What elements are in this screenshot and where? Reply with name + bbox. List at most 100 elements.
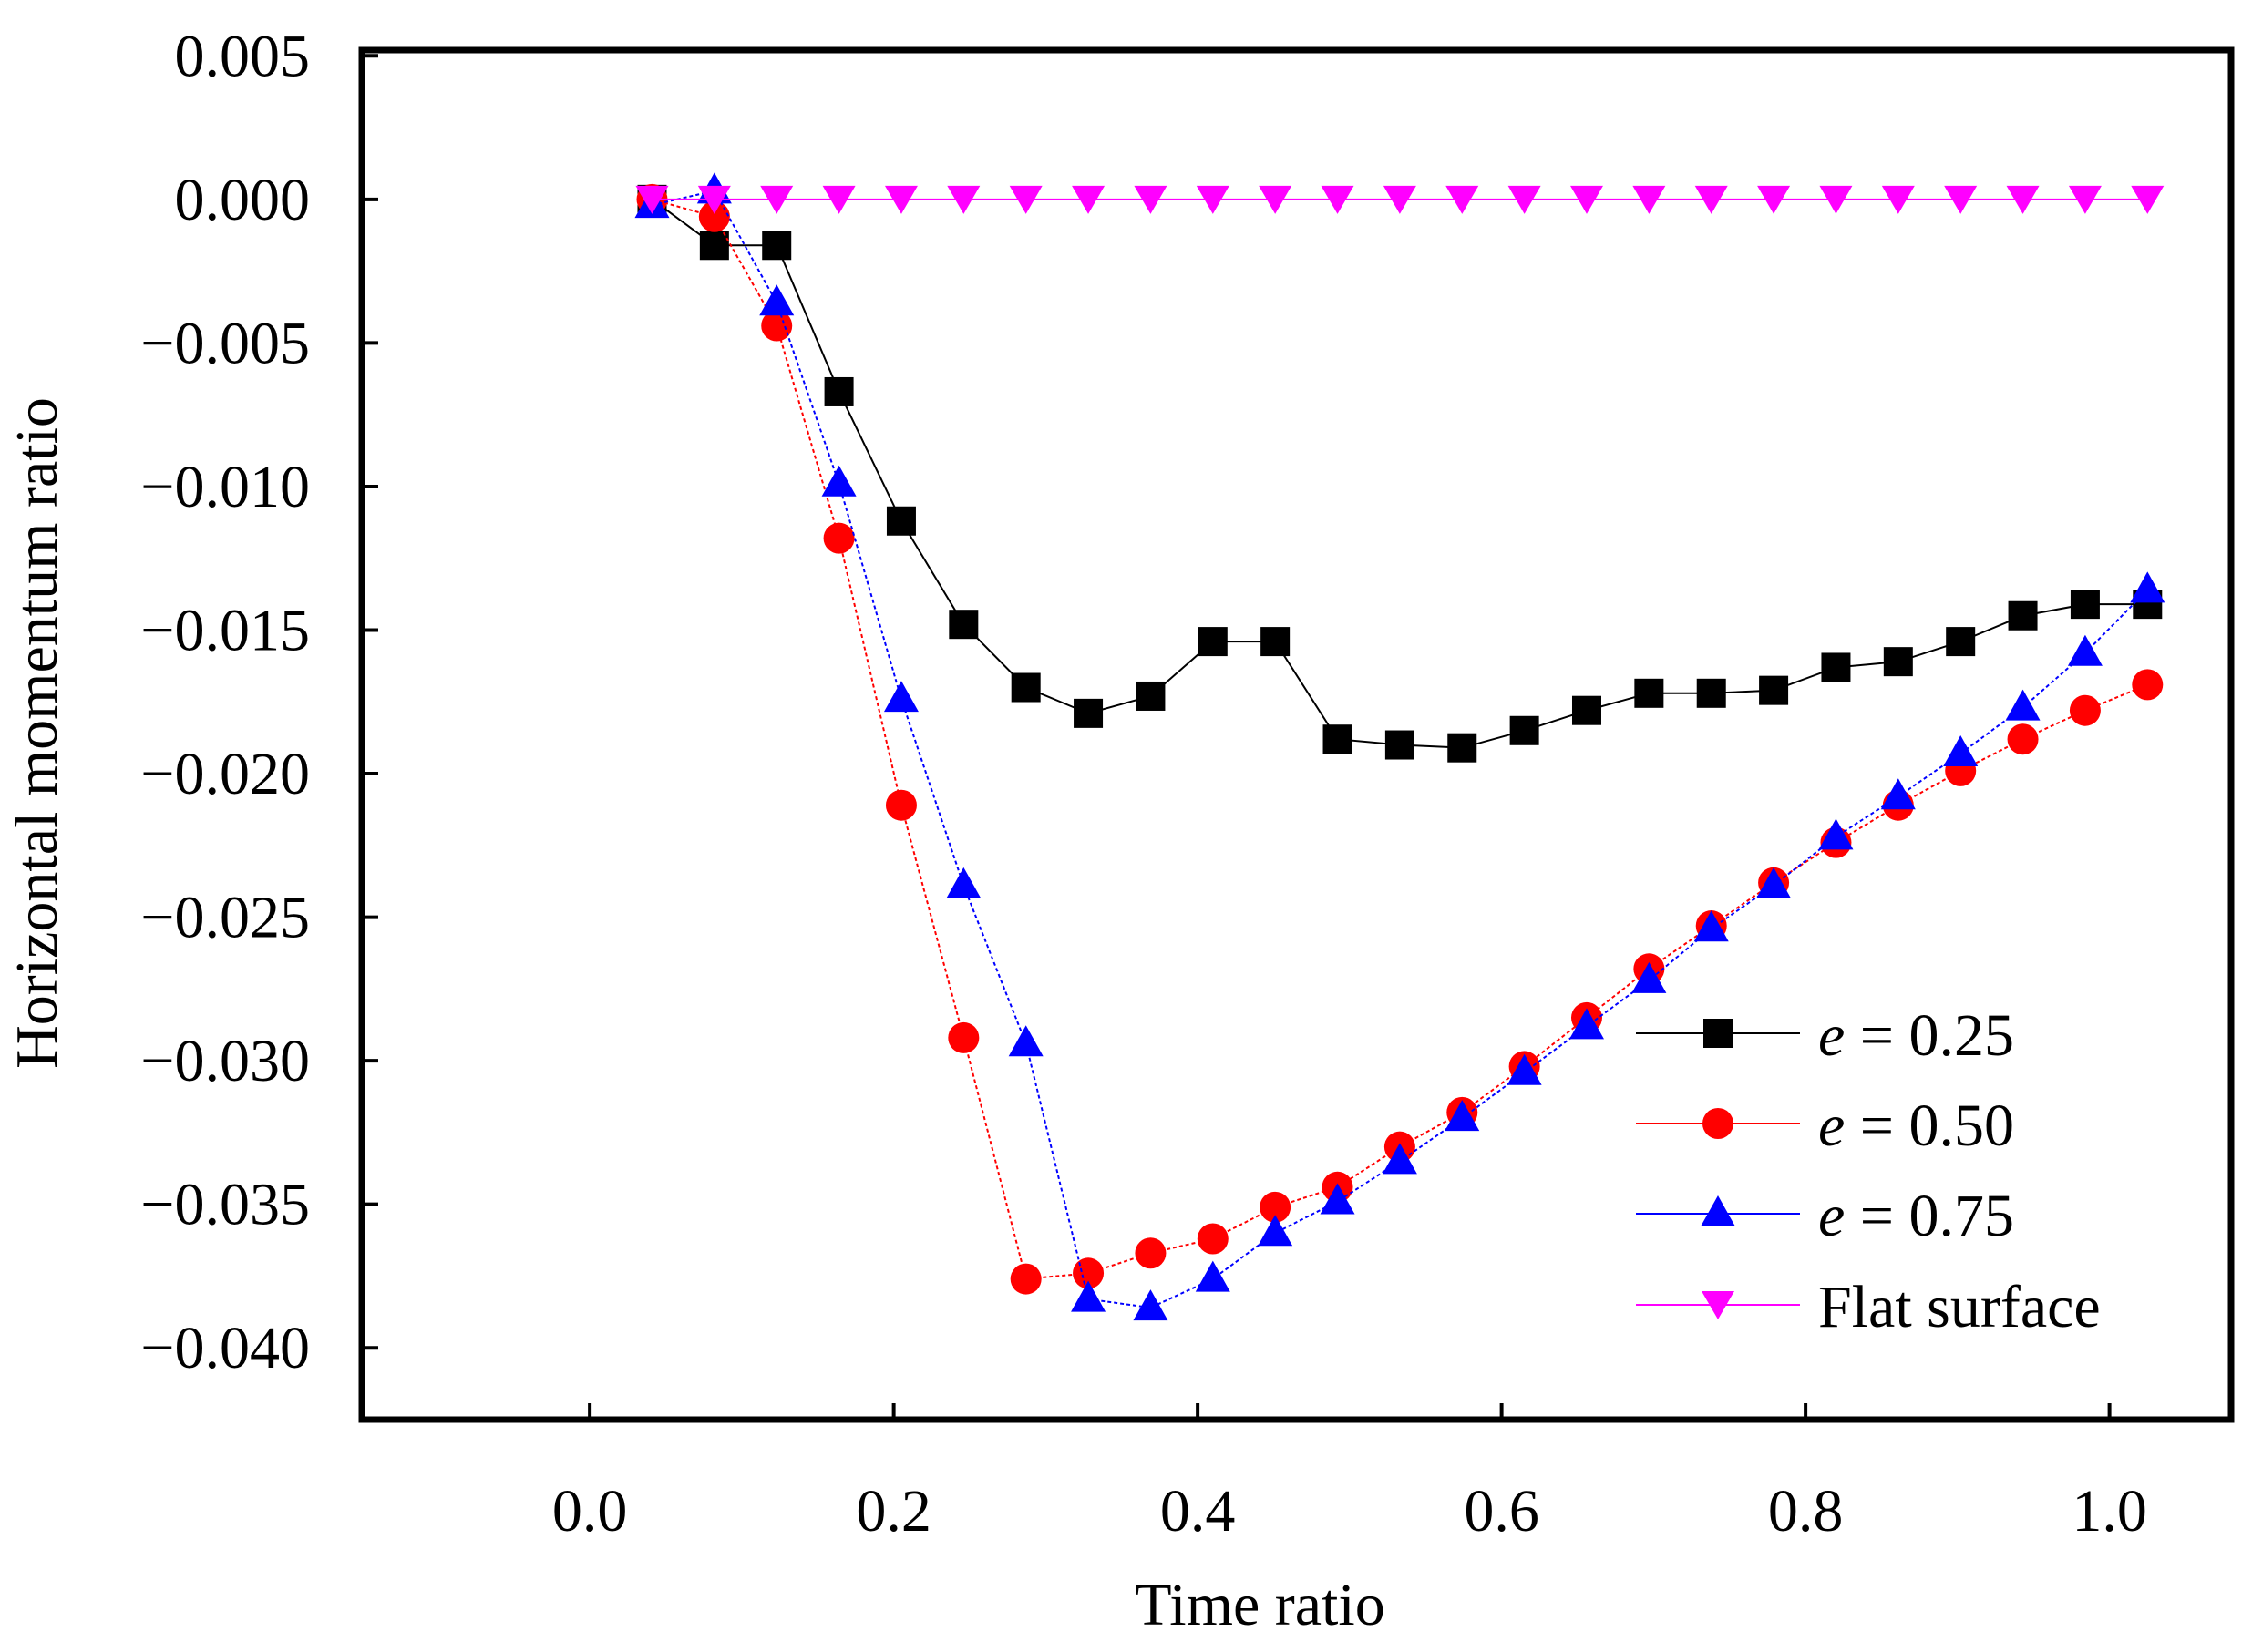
data-point-triangle xyxy=(1568,1008,1604,1040)
data-point-square xyxy=(1571,695,1601,725)
data-point-triangle xyxy=(1008,1025,1044,1057)
data-point-square xyxy=(2070,590,2100,620)
data-point-triangle xyxy=(1693,910,1729,942)
x-tick-label: 1.0 xyxy=(2072,1478,2147,1544)
data-point-square xyxy=(1136,681,1166,711)
data-point-triangle xyxy=(821,465,857,497)
data-point-square xyxy=(699,231,729,261)
data-point-triangle-down xyxy=(1196,185,1229,214)
data-point-square xyxy=(1883,647,1913,677)
data-point-triangle-down xyxy=(1944,185,1978,214)
y-tick-label: 0.005 xyxy=(175,23,311,89)
data-point-triangle-down xyxy=(1072,185,1106,214)
legend-variable: e xyxy=(1818,1093,1845,1159)
data-point-triangle-down xyxy=(1009,185,1043,214)
data-point-square xyxy=(1696,678,1726,708)
data-point-square xyxy=(886,506,916,536)
data-point-triangle-down xyxy=(2068,185,2102,214)
y-tick-label: −0.035 xyxy=(140,1172,310,1238)
legend-label: Flat surface xyxy=(1818,1274,2101,1340)
data-point-triangle xyxy=(2005,689,2041,721)
data-point-triangle xyxy=(1445,1100,1480,1132)
data-point-triangle-down xyxy=(1445,185,1479,214)
data-point-triangle-down xyxy=(884,185,918,214)
data-point-triangle xyxy=(1507,1053,1542,1085)
data-point-triangle-down xyxy=(697,185,731,214)
y-axis-title: Horizontal momentum ratio xyxy=(4,397,70,1069)
series-e-0-25 xyxy=(637,184,2163,763)
y-tick-label: −0.020 xyxy=(140,741,310,807)
data-point-triangle xyxy=(1382,1143,1417,1175)
data-point-circle xyxy=(1135,1237,1167,1269)
data-point-circle xyxy=(1260,1191,1291,1223)
legend-label: e = 0.75 xyxy=(1818,1183,2014,1249)
data-point-square xyxy=(1759,675,1789,705)
y-tick-label: −0.025 xyxy=(140,885,310,951)
y-tick-label: −0.010 xyxy=(140,454,310,520)
x-axis-ticks: 0.0 0.2 0.4 0.6 0.8 1.0 xyxy=(552,1403,2147,1544)
data-point-triangle-down xyxy=(1881,185,1915,214)
data-point-square xyxy=(2008,600,2038,631)
data-point-triangle xyxy=(1880,778,1916,810)
x-tick-label: 0.0 xyxy=(552,1478,628,1544)
data-point-triangle xyxy=(1071,1280,1106,1312)
data-point-square xyxy=(1011,672,1041,703)
data-point-circle xyxy=(1010,1263,1042,1295)
data-point-triangle xyxy=(1701,1195,1735,1226)
data-point-circle xyxy=(948,1021,980,1053)
data-point-square xyxy=(762,231,792,261)
data-point-triangle-down xyxy=(1259,185,1292,214)
data-point-triangle-down xyxy=(1757,185,1791,214)
x-tick-label: 0.6 xyxy=(1464,1478,1539,1544)
data-point-triangle xyxy=(1631,961,1667,993)
data-point-circle xyxy=(823,522,855,554)
data-point-triangle xyxy=(883,681,919,713)
series-layer xyxy=(634,172,2165,1321)
legend-value: = 0.25 xyxy=(1845,1002,2014,1069)
data-point-triangle xyxy=(1133,1289,1168,1321)
y-tick-label: −0.015 xyxy=(140,597,310,663)
data-point-square xyxy=(1634,678,1664,708)
x-axis-title: Time ratio xyxy=(1135,1572,1384,1638)
x-tick-label: 0.8 xyxy=(1768,1478,1844,1544)
data-point-triangle xyxy=(1756,867,1792,898)
legend-item: Flat surface xyxy=(1636,1274,2101,1340)
data-point-circle xyxy=(1197,1223,1229,1255)
data-point-circle xyxy=(2007,723,2039,755)
data-point-square xyxy=(1322,724,1352,754)
legend-value: Flat surface xyxy=(1818,1274,2101,1340)
x-tick-label: 0.4 xyxy=(1160,1478,1236,1544)
data-point-square xyxy=(1703,1019,1733,1048)
data-point-triangle-down xyxy=(1321,185,1354,214)
data-point-square xyxy=(1260,627,1291,657)
data-point-triangle-down xyxy=(1134,185,1167,214)
data-point-square xyxy=(1509,715,1539,745)
data-point-triangle-down xyxy=(1507,185,1541,214)
data-point-square xyxy=(824,376,854,406)
data-point-triangle-down xyxy=(947,185,981,214)
data-point-triangle-down xyxy=(1632,185,1666,214)
data-point-triangle-down xyxy=(2131,185,2165,214)
legend-item: e = 0.75 xyxy=(1636,1183,2014,1249)
data-point-circle xyxy=(2069,694,2101,726)
series-flat-surface xyxy=(635,185,2165,214)
legend-value: = 0.75 xyxy=(1845,1183,2014,1249)
legend-variable: e xyxy=(1818,1002,1845,1069)
legend-label: e = 0.50 xyxy=(1818,1093,2014,1159)
legend-item: e = 0.50 xyxy=(1636,1093,2014,1159)
legend-value: = 0.50 xyxy=(1845,1093,2014,1159)
data-point-triangle xyxy=(2130,571,2165,603)
data-point-triangle xyxy=(946,867,982,898)
data-point-square xyxy=(1384,730,1414,760)
data-point-triangle-down xyxy=(635,185,669,214)
data-point-triangle xyxy=(2067,634,2103,666)
plot-frame xyxy=(358,46,2235,1423)
series-e-0-75 xyxy=(634,172,2165,1321)
data-point-circle xyxy=(885,789,917,821)
y-tick-label: −0.040 xyxy=(140,1315,310,1381)
legend-variable: e xyxy=(1818,1183,1845,1249)
data-point-square xyxy=(1821,652,1851,682)
data-point-triangle-down xyxy=(1694,185,1728,214)
